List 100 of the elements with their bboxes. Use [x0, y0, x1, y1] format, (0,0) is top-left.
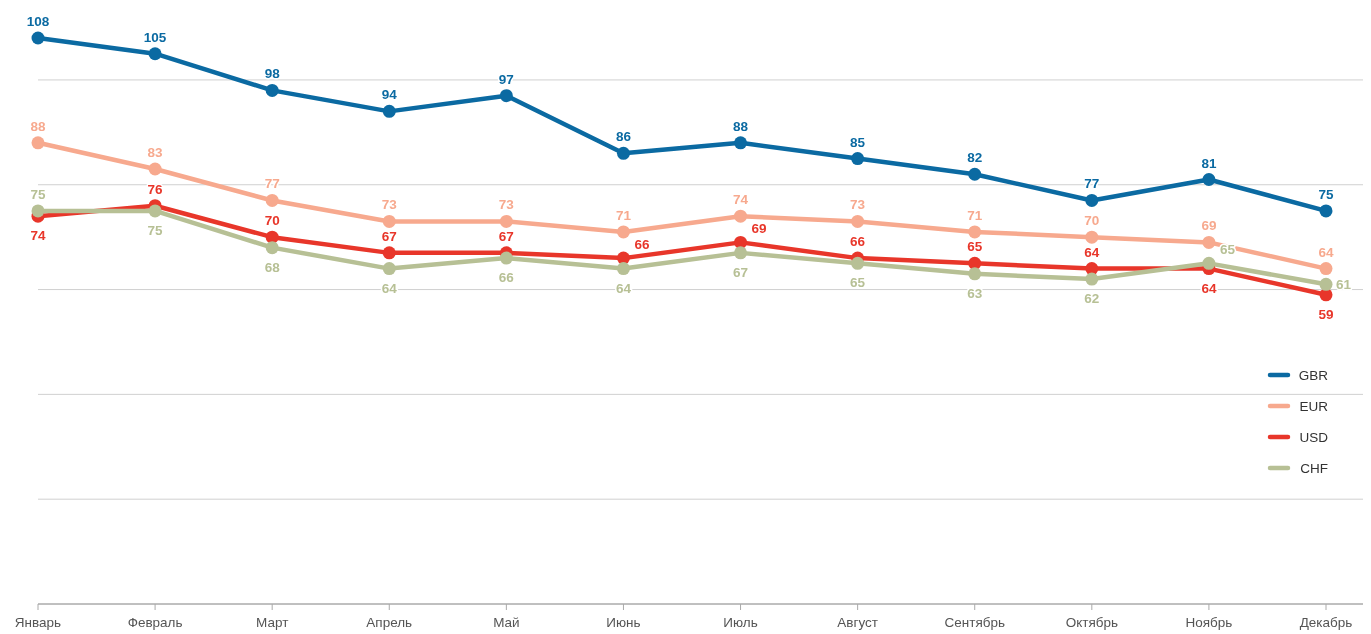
data-label: 98: [264, 66, 281, 82]
data-label: 76: [147, 181, 164, 197]
data-label: 77: [264, 176, 280, 192]
data-label: 65: [967, 239, 983, 255]
data-label: 73: [381, 197, 398, 213]
data-label: 64: [1084, 244, 1100, 260]
data-label: 67: [381, 228, 397, 244]
data-label: 67: [733, 264, 749, 280]
point: [616, 146, 630, 160]
legend-label: GBR: [1298, 368, 1329, 383]
data-label: 74: [733, 192, 749, 208]
point: [31, 31, 45, 45]
data-label: 64: [1201, 280, 1217, 296]
data-label: 83: [147, 145, 164, 161]
point: [968, 167, 982, 181]
point: [1202, 173, 1216, 186]
point: [734, 136, 748, 150]
x-tick-label: Март: [256, 615, 289, 630]
data-label: 86: [615, 129, 632, 145]
data-label: 94: [381, 87, 398, 103]
legend-label: CHF: [1300, 461, 1328, 476]
point: [616, 225, 630, 239]
data-label: 88: [30, 118, 46, 134]
data-label: 63: [967, 285, 983, 301]
data-label: 65: [850, 275, 866, 291]
data-label: 105: [143, 29, 167, 45]
point: [1085, 262, 1099, 276]
point: [968, 267, 982, 281]
data-label: 70: [264, 213, 280, 229]
point: [148, 162, 162, 176]
point: [851, 152, 865, 166]
point: [265, 241, 279, 255]
data-label: 66: [498, 270, 515, 286]
data-label: 68: [264, 259, 281, 275]
point: [382, 214, 396, 228]
data-label: 71: [967, 207, 983, 223]
point: [616, 262, 630, 276]
point: [1319, 204, 1333, 218]
data-label: 61: [1336, 277, 1352, 293]
point: [148, 47, 162, 61]
x-tick-label: Апрель: [366, 615, 413, 630]
point: [734, 235, 748, 249]
data-label: 69: [751, 221, 767, 237]
data-label: 73: [498, 197, 515, 213]
point: [31, 136, 45, 150]
data-label: 71: [615, 207, 632, 223]
x-tick-label: Июнь: [606, 615, 641, 630]
data-label: 66: [850, 234, 866, 250]
legend-label: EUR: [1299, 399, 1329, 414]
point: [499, 214, 513, 228]
x-tick-label: Октябрь: [1065, 615, 1118, 630]
point: [851, 256, 865, 270]
data-label: 75: [147, 222, 164, 238]
data-label: 97: [498, 71, 514, 87]
point: [382, 246, 396, 260]
point: [1085, 230, 1099, 244]
point: [1202, 235, 1216, 249]
data-label: 108: [26, 14, 50, 29]
data-label: 70: [1084, 213, 1100, 229]
point: [382, 262, 396, 276]
point: [734, 209, 748, 223]
x-tick-label: Июль: [723, 615, 758, 630]
point: [499, 89, 513, 103]
data-label: 69: [1201, 218, 1217, 234]
point: [1202, 256, 1216, 270]
data-label: 73: [850, 197, 866, 213]
point: [1319, 262, 1333, 276]
x-tick-label: Август: [837, 615, 878, 630]
data-label: 82: [967, 150, 983, 166]
data-label: 85: [850, 134, 866, 150]
point: [734, 246, 748, 260]
data-label: 81: [1201, 155, 1217, 171]
point: [1085, 193, 1099, 207]
point: [1319, 277, 1333, 291]
x-tick-label: Ноябрь: [1185, 615, 1233, 630]
point: [1085, 272, 1099, 286]
x-tick-label: Май: [493, 615, 520, 630]
x-tick-label: Февраль: [127, 615, 183, 630]
data-label: 64: [615, 280, 632, 296]
point: [265, 193, 279, 207]
data-label: 75: [1318, 186, 1334, 202]
point: [499, 251, 513, 265]
point: [968, 225, 982, 239]
point: [265, 83, 279, 97]
data-label: 74: [30, 228, 46, 244]
x-tick-label: Декабрь: [1299, 615, 1353, 630]
data-label: 66: [634, 237, 650, 253]
x-tick-label: Январь: [14, 615, 62, 630]
data-label: 75: [30, 186, 46, 202]
point: [148, 204, 162, 218]
data-label: 64: [381, 280, 398, 296]
point: [851, 214, 865, 228]
data-label: 59: [1318, 306, 1334, 322]
x-tick-label: Сентябрь: [944, 615, 1005, 630]
data-label: 88: [733, 118, 749, 134]
data-label: 64: [1318, 244, 1334, 260]
data-label: 67: [498, 228, 514, 244]
legend-label: USD: [1299, 430, 1329, 445]
point: [31, 204, 45, 218]
point: [382, 104, 396, 118]
